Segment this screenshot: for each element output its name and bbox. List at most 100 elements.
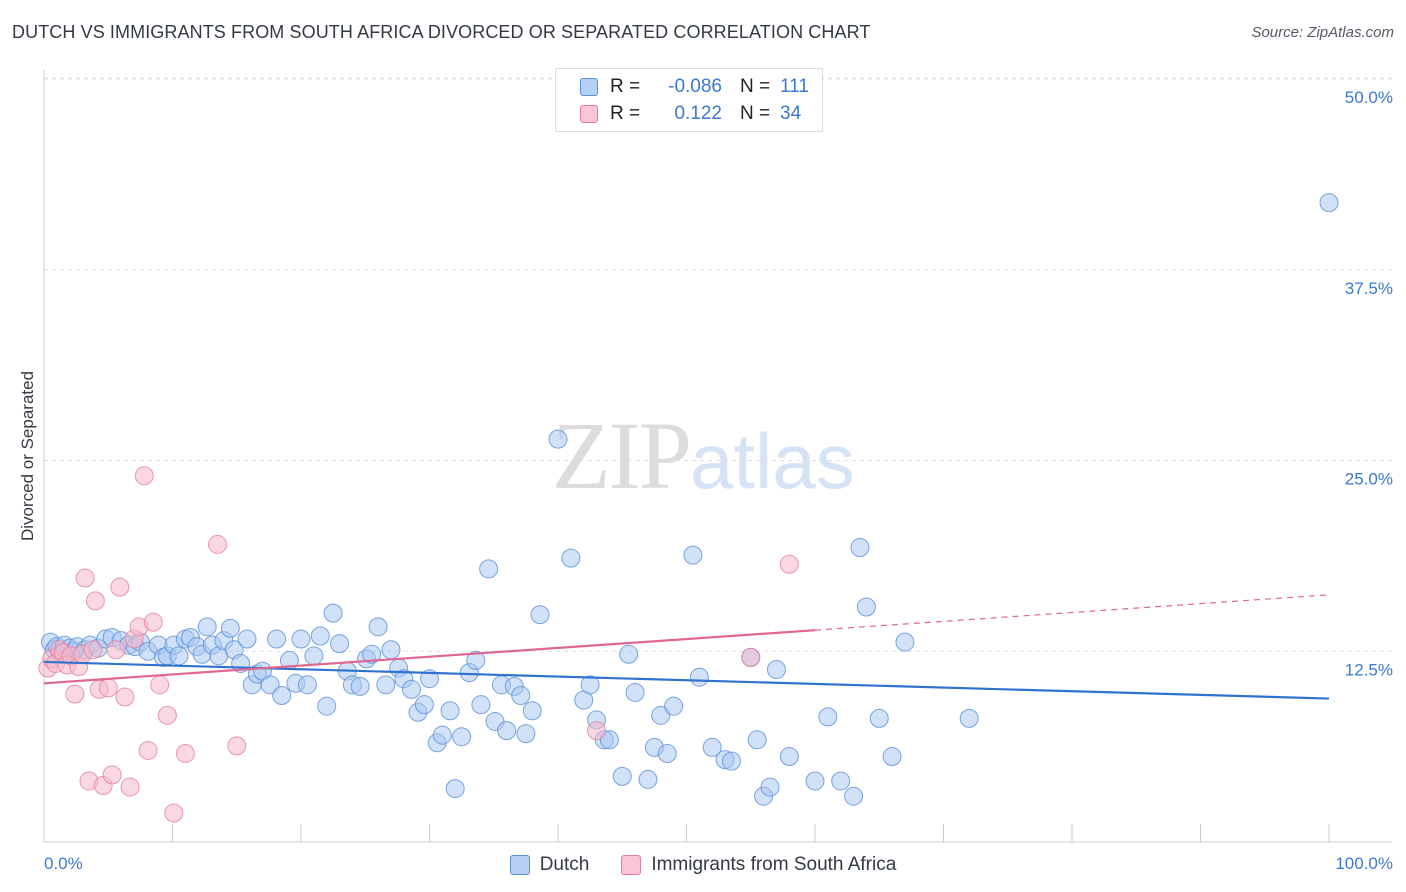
south-africa-point [143, 612, 163, 632]
series-label-dutch: Dutch [539, 854, 590, 875]
series-legend: Dutch Immigrants from South Africa [0, 852, 1406, 878]
legend-swatch-south-africa [580, 105, 598, 123]
dutch-point [619, 644, 639, 664]
dutch-point [197, 617, 217, 637]
legend-r-value: -0.086 [668, 76, 722, 97]
south-africa-point [157, 705, 177, 725]
south-africa-point [227, 736, 247, 756]
dutch-point [561, 548, 581, 568]
south-africa-trend-line [43, 629, 816, 685]
dutch-point [381, 640, 401, 660]
legend-row-south-africa: R = 0.122 N = 34 [580, 101, 801, 127]
watermark: ZIPatlas [552, 400, 855, 511]
dutch-point [856, 597, 876, 617]
series-legend-south-africa: Immigrants from South Africa [621, 854, 896, 876]
south-africa-point [75, 568, 95, 588]
dutch-point [432, 725, 452, 745]
series-swatch-dutch [509, 855, 530, 875]
south-africa-point [779, 554, 799, 574]
dutch-point [580, 675, 600, 695]
dutch-point [844, 786, 864, 806]
legend-r-label: R = [610, 103, 641, 124]
dutch-point [612, 766, 632, 786]
dutch-point [657, 743, 677, 763]
south-africa-trend-extension [814, 594, 1330, 631]
legend-row-dutch: R = -0.086 N = 111 [580, 74, 809, 100]
dutch-point [530, 605, 550, 625]
south-africa-point [83, 640, 103, 660]
dutch-point [689, 667, 709, 687]
dutch-point [683, 545, 703, 565]
dutch-point [169, 646, 189, 666]
dutch-point [237, 629, 257, 649]
south-africa-point [134, 466, 154, 486]
dutch-point [895, 632, 915, 652]
south-africa-point [150, 675, 170, 695]
dutch-point [651, 705, 671, 725]
dutch-point [479, 559, 499, 579]
dutch-point [466, 650, 486, 670]
dutch-point [747, 730, 767, 750]
legend-r-label: R = [610, 76, 641, 97]
dutch-point [304, 646, 324, 666]
south-africa-point [98, 678, 118, 698]
dutch-point [402, 679, 422, 699]
dutch-point [882, 747, 902, 767]
dutch-point [497, 721, 517, 741]
chart-title: DUTCH VS IMMIGRANTS FROM SOUTH AFRICA DI… [12, 22, 871, 42]
dutch-point [414, 695, 434, 715]
legend-n-label: N = [740, 103, 771, 124]
dutch-point [702, 737, 722, 757]
dutch-point [548, 429, 568, 449]
dutch-point [599, 730, 619, 750]
dutch-trend-line [43, 660, 1330, 700]
dutch-point [368, 617, 388, 637]
series-legend-dutch: Dutch [509, 854, 590, 876]
dutch-point [291, 629, 311, 649]
dutch-point [625, 682, 645, 702]
dutch-point [805, 771, 825, 791]
dutch-point [330, 634, 350, 654]
south-africa-point [106, 640, 126, 660]
south-africa-point [115, 687, 135, 707]
dutch-point [350, 676, 370, 696]
dutch-point [638, 769, 658, 789]
dutch-point [522, 701, 542, 721]
south-africa-point [164, 803, 184, 823]
south-africa-point [110, 577, 130, 597]
dutch-point [766, 660, 786, 680]
dutch-point [760, 777, 780, 797]
dutch-point [362, 644, 382, 664]
legend-n-label: N = [740, 76, 771, 97]
dutch-point [721, 751, 741, 771]
dutch-point [818, 707, 838, 727]
y-axis-label: Divorced or Separated [18, 371, 37, 541]
dutch-point [317, 696, 337, 716]
dutch-point [959, 708, 979, 728]
dutch-point [516, 724, 536, 744]
watermark-zip: ZIP [552, 402, 692, 509]
dutch-point [440, 701, 460, 721]
dutch-point [511, 686, 531, 706]
legend-r-value: 0.122 [674, 103, 722, 124]
y-tick-label: 37.5% [1345, 279, 1393, 298]
dutch-point [310, 626, 330, 646]
legend-swatch-dutch [580, 78, 598, 96]
south-africa-point [138, 740, 158, 760]
south-africa-point [741, 647, 761, 667]
south-africa-point [175, 743, 195, 763]
dutch-point [850, 537, 870, 557]
series-label-south-africa: Immigrants from South Africa [651, 854, 897, 875]
legend-n-value: 111 [780, 76, 809, 97]
dutch-point [452, 727, 472, 747]
south-africa-point [65, 684, 85, 704]
x-tick-label: 100.0% [1335, 854, 1393, 873]
dutch-point [297, 675, 317, 695]
source-credit: Source: ZipAtlas.com [1251, 24, 1394, 41]
south-africa-point [85, 591, 105, 611]
south-africa-point [587, 721, 607, 741]
x-tick-label: 0.0% [44, 854, 83, 873]
south-africa-point [207, 534, 227, 554]
dutch-point [831, 771, 851, 791]
